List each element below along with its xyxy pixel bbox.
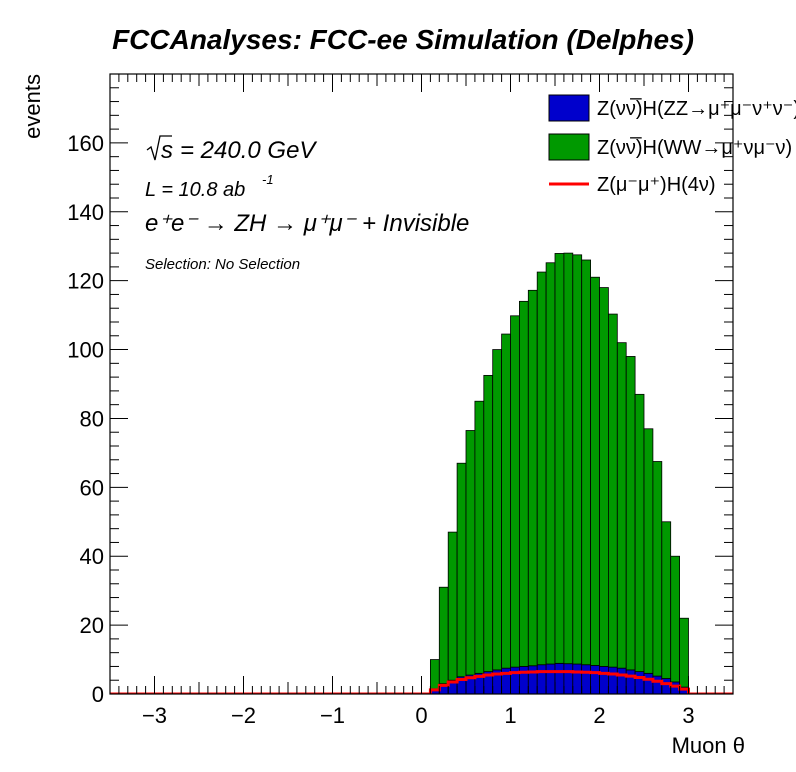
legend-label: Z(μ⁻μ⁺)H(4ν)	[597, 174, 716, 196]
x-axis: −3 −2 −1 0 1 2 3	[109, 74, 734, 728]
bar-ww-18	[590, 276, 600, 666]
y-tick-label: 40	[80, 544, 104, 569]
bar-ww-3	[456, 462, 467, 678]
bar-ww-28	[679, 617, 689, 688]
bar-zz-22	[625, 669, 636, 694]
bar-ww-17	[581, 259, 592, 666]
bar-ww-21	[616, 342, 627, 669]
y-tick-label: 80	[80, 406, 104, 431]
sqrt-symbol	[146, 135, 172, 161]
bar-ww-6	[483, 374, 494, 673]
bar-zz-18	[590, 665, 600, 694]
y-tick-label: 160	[67, 131, 104, 156]
bar-ww-9	[510, 315, 520, 668]
line-series-path	[110, 670, 733, 694]
bar-ww-27	[670, 555, 681, 683]
bar-zz-16	[572, 663, 583, 694]
lumi-exponent: -1	[262, 172, 274, 187]
bar-ww-5	[474, 400, 485, 674]
process-annotation: e⁺e⁻ → ZH → μ⁺μ⁻ + Invisible	[145, 210, 469, 237]
x-tick-label: 3	[682, 703, 694, 728]
bar-zz-11	[527, 665, 538, 694]
y-tick-label: 120	[67, 269, 104, 294]
bar-zz-19	[599, 666, 609, 694]
bar-ww-20	[608, 313, 618, 668]
bar-zz-13	[545, 663, 556, 694]
bar-ww-14	[554, 253, 565, 664]
x-tick-label: −3	[142, 703, 167, 728]
bar-ww-26	[661, 521, 672, 679]
bar-zz-14	[554, 662, 565, 694]
bar-ww-11	[527, 289, 538, 667]
bar-ww-1	[438, 586, 449, 685]
y-tick-label: 100	[67, 338, 104, 363]
y-axis: 0 20 40 60 80 100 120 140 160	[67, 73, 733, 707]
bar-ww-19	[599, 287, 609, 667]
bar-ww-16	[572, 254, 583, 665]
bar-ww-22	[625, 356, 636, 671]
energy-text: = 240.0 GeV	[180, 137, 317, 164]
bar-zz-15	[563, 663, 574, 694]
bar-ww-8	[501, 333, 511, 669]
bar-ww-7	[492, 349, 503, 671]
y-tick-label: 0	[92, 682, 104, 707]
legend-label: Z(νν̅)H(ZZ→μ⁺μ⁻ν⁺ν⁻)	[597, 97, 796, 120]
bar-ww-12	[536, 271, 547, 666]
x-tick-label: 2	[593, 703, 605, 728]
x-tick-label: 0	[415, 703, 427, 728]
x-tick-label: −2	[231, 703, 256, 728]
legend-swatch	[548, 94, 590, 122]
bar-ww-10	[519, 300, 529, 667]
stack-bars	[429, 252, 689, 694]
legend-swatch	[548, 133, 590, 161]
bar-zz-12	[536, 664, 547, 694]
lumi-text: L = 10.8 ab	[145, 179, 245, 201]
chart-title: FCCAnalyses: FCC-ee Simulation (Delphes)	[112, 24, 694, 55]
bar-ww-15	[563, 252, 574, 665]
x-tick-label: 1	[504, 703, 516, 728]
line-series	[110, 670, 733, 694]
x-tick-label: −1	[320, 703, 345, 728]
y-tick-label: 60	[80, 475, 104, 500]
legend: Z(νν̅)H(ZZ→μ⁺μ⁻ν⁺ν⁻) Z(νν̅)H(WW→μ⁺νμ⁻ν) Z(…	[548, 94, 796, 196]
y-axis-label: events	[20, 74, 45, 139]
bar-zz-17	[581, 664, 592, 694]
x-axis-label: Muon θ	[672, 733, 745, 758]
sqrt-s-text: s	[161, 137, 173, 164]
y-tick-label: 20	[80, 613, 104, 638]
sqrt-s-annotation: s = 240.0 GeV	[146, 135, 317, 164]
bar-ww-2	[447, 531, 458, 681]
bar-ww-4	[465, 430, 476, 676]
bar-zz-20	[608, 666, 618, 694]
selection-annotation: Selection: No Selection	[145, 256, 300, 273]
bar-ww-13	[545, 262, 556, 665]
luminosity-annotation: L = 10.8 ab -1	[145, 172, 274, 201]
bar-ww-23	[634, 393, 645, 673]
bar-zz-21	[616, 667, 627, 694]
y-tick-label: 140	[67, 200, 104, 225]
bar-ww-24	[643, 428, 654, 674]
bar-ww-25	[652, 461, 663, 677]
legend-label: Z(νν̅)H(WW→μ⁺νμ⁻ν)	[597, 136, 792, 159]
